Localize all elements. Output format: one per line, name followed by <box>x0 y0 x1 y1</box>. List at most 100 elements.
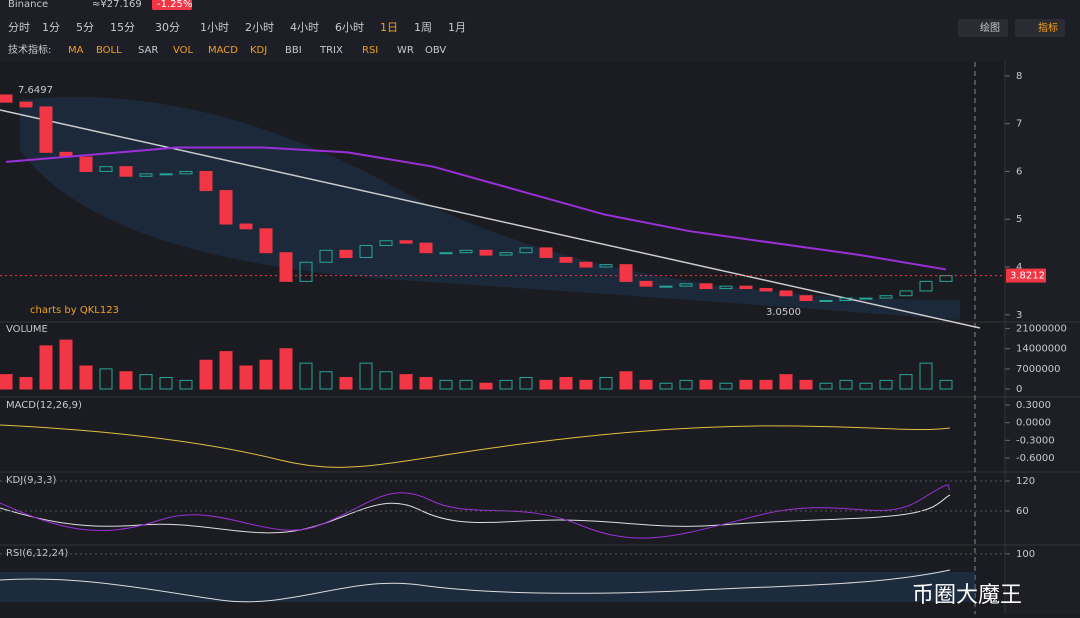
kdj-k <box>0 494 951 534</box>
interval[interactable]: 5分 <box>76 21 94 34</box>
candle-body <box>899 290 913 297</box>
candle-body <box>619 264 633 282</box>
y-tick-label: -0.6000 <box>1016 453 1055 464</box>
interval[interactable]: 1月 <box>448 21 466 34</box>
volume-bar <box>719 382 733 390</box>
volume-bar <box>859 382 873 390</box>
indicator[interactable]: WR <box>397 45 414 56</box>
y-tick-label: 21000000 <box>1016 324 1067 335</box>
candle-body <box>399 240 413 244</box>
y-tick-label: -0.3000 <box>1016 435 1055 446</box>
candle-body <box>19 101 33 108</box>
last-price: 3.8212 <box>1010 271 1045 282</box>
volume-bar <box>519 376 533 390</box>
change-badge <box>152 0 192 10</box>
interval[interactable]: 1日 <box>380 21 398 34</box>
change: -1.25% <box>157 0 192 10</box>
indicator[interactable]: VOL <box>173 45 194 56</box>
candle-body <box>119 166 133 177</box>
candle-body <box>639 280 653 287</box>
y-tick-label: 5 <box>1016 214 1022 225</box>
volume-bar <box>299 362 313 390</box>
indicator[interactable]: SAR <box>138 45 158 56</box>
interval[interactable]: 分时 <box>8 21 30 34</box>
volume-bar <box>179 379 193 390</box>
watermark: 币圈大魔王 <box>912 583 1022 608</box>
candle-body <box>879 295 893 299</box>
volume-bar <box>139 374 153 390</box>
y-tick-label: 0.3000 <box>1016 400 1051 411</box>
candle-body <box>759 288 773 292</box>
candle-body <box>279 252 293 282</box>
indicator[interactable]: KDJ <box>250 45 267 56</box>
annotation: charts by QKL123 <box>30 305 119 316</box>
volume-bar <box>279 348 293 390</box>
interval[interactable]: 2小时 <box>245 21 274 34</box>
indicator[interactable]: RSI <box>362 45 378 56</box>
volume-bar <box>739 379 753 390</box>
annotation: 3.0500 <box>766 307 801 318</box>
candle-body <box>559 256 573 263</box>
interval[interactable]: 4小时 <box>290 21 319 34</box>
candle-body <box>199 170 213 192</box>
volume-bar <box>419 376 433 390</box>
volume-bar <box>79 365 93 390</box>
candle-body <box>819 299 833 302</box>
volume-bar <box>479 382 493 390</box>
candle-body <box>319 249 333 263</box>
indicator[interactable]: BBI <box>285 45 302 56</box>
candle-body <box>919 280 933 292</box>
interval[interactable]: 1分 <box>42 21 60 34</box>
y-tick-label: 14000000 <box>1016 344 1067 355</box>
candle-body <box>779 290 793 297</box>
volume-bar <box>699 379 713 390</box>
volume-bar <box>599 376 613 390</box>
indicator[interactable]: MA <box>68 45 84 56</box>
candle-body <box>719 285 733 290</box>
candle-body <box>539 247 553 258</box>
candle-body <box>339 249 353 258</box>
ma-line <box>5 146 947 271</box>
interval[interactable]: 6小时 <box>335 21 364 34</box>
volume-bar <box>99 368 113 390</box>
indicator[interactable]: BOLL <box>96 45 122 56</box>
volume-bar <box>539 379 553 390</box>
candle-body <box>659 285 673 288</box>
indicator[interactable]: TRIX <box>319 45 343 56</box>
draw-label[interactable]: 绘图 <box>980 21 1000 34</box>
candle-body <box>439 252 453 255</box>
interval[interactable]: 30分 <box>155 21 180 34</box>
volume-bar <box>639 379 653 390</box>
candle-body <box>259 228 273 254</box>
interval[interactable]: 1小时 <box>200 21 229 34</box>
y-tick-label: 60 <box>1016 506 1029 517</box>
y-tick-label: 7000000 <box>1016 364 1061 375</box>
interval[interactable]: 15分 <box>110 21 135 34</box>
volume-bar <box>759 379 773 390</box>
volume-bar <box>679 379 693 390</box>
indicator[interactable]: OBV <box>425 45 446 56</box>
volume-bar <box>779 374 793 390</box>
volume-bar <box>799 379 813 390</box>
candle-body <box>79 156 93 172</box>
candle-body <box>679 283 693 287</box>
indicator[interactable]: MACD <box>208 45 238 56</box>
candle-body <box>419 242 433 254</box>
interval[interactable]: 1周 <box>414 21 432 34</box>
volume-bar <box>19 376 33 390</box>
candle-body <box>839 297 853 301</box>
candle-body <box>0 94 13 103</box>
volume-bar <box>259 359 273 390</box>
candle-body <box>359 245 373 258</box>
indicator-button[interactable] <box>1015 19 1065 37</box>
panel-title: VOLUME <box>6 324 48 335</box>
candle-body <box>479 249 493 256</box>
draw-button[interactable] <box>958 19 1008 37</box>
indicator-label[interactable]: 指标 <box>1038 21 1058 34</box>
candle-body <box>239 223 253 230</box>
price: ≈¥27.169 <box>92 0 142 10</box>
volume-bar <box>459 379 473 390</box>
volume-bar <box>119 371 133 390</box>
